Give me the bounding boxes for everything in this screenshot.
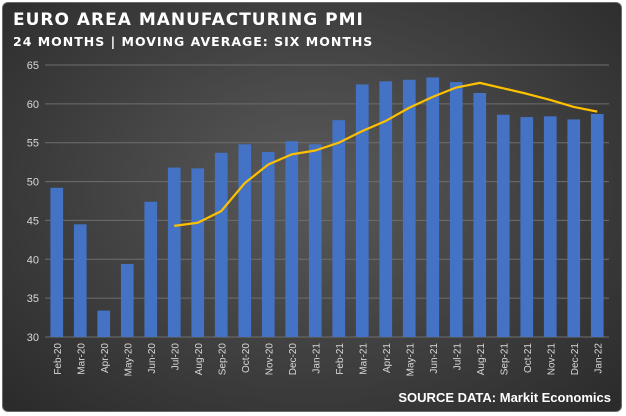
bar-Dec-21 — [567, 119, 581, 338]
bar-Apr-21 — [379, 81, 393, 337]
bar-May-20 — [120, 263, 134, 337]
bar-Nov-20 — [261, 152, 275, 337]
x-tick-label: Jul-20 — [170, 343, 181, 371]
chart-frame: EURO AREA MANUFACTURING PMI 24 MONTHS | … — [2, 2, 622, 412]
y-tick-label: 55 — [27, 138, 39, 150]
x-tick-label: May-20 — [123, 343, 134, 377]
gridlines — [45, 64, 609, 338]
bar-Feb-21 — [332, 120, 346, 337]
x-tick-label: Feb-20 — [53, 343, 64, 375]
y-tick-label: 65 — [27, 60, 39, 72]
bar-Apr-20 — [97, 310, 111, 337]
y-axis-ticks: 30 35 40 45 50 55 60 65 — [27, 60, 39, 344]
x-tick-label: Nov-21 — [546, 343, 557, 376]
x-tick-label: Aug-20 — [194, 343, 205, 376]
bars — [50, 77, 604, 338]
bar-Jan-21 — [308, 144, 322, 337]
x-tick-label: Jan-22 — [593, 343, 604, 374]
bar-Sep-21 — [496, 114, 510, 337]
x-tick-label: Sep-21 — [499, 343, 510, 376]
bar-Dec-20 — [285, 141, 299, 337]
x-tick-label: Nov-20 — [264, 343, 275, 376]
bar-Jul-20 — [167, 167, 181, 337]
x-tick-label: Jun-20 — [147, 343, 158, 374]
bar-Nov-21 — [543, 116, 557, 337]
bar-Jun-21 — [426, 77, 440, 337]
x-tick-label: Jul-21 — [452, 343, 463, 371]
x-tick-label: Aug-21 — [476, 343, 487, 376]
x-tick-label: Jun-21 — [429, 343, 440, 374]
bar-Mar-20 — [73, 224, 87, 337]
chart-title: EURO AREA MANUFACTURING PMI — [13, 10, 364, 30]
source-note: SOURCE DATA: Markit Economics — [398, 390, 611, 405]
y-tick-label: 40 — [27, 254, 39, 266]
pmi-chart: 30 35 40 45 50 55 60 65 Feb-20 Mar-20 Apr-20 May-2… — [27, 60, 609, 377]
x-tick-label: Mar-21 — [358, 343, 369, 375]
x-tick-label: Jan-21 — [311, 343, 322, 374]
bar-Oct-20 — [238, 144, 252, 337]
bar-Aug-20 — [191, 168, 205, 337]
x-tick-label: Sep-20 — [217, 343, 228, 376]
bar-Jun-20 — [144, 201, 158, 337]
x-tick-label: May-21 — [405, 343, 416, 377]
bar-Sep-20 — [214, 152, 228, 337]
bar-Jul-21 — [449, 82, 463, 338]
bar-Feb-20 — [50, 187, 64, 337]
y-tick-label: 35 — [27, 293, 39, 305]
bar-Aug-21 — [473, 92, 487, 337]
y-tick-label: 45 — [27, 215, 39, 227]
x-tick-label: Oct-21 — [523, 343, 534, 373]
bar-Jan-22 — [590, 113, 604, 338]
y-tick-label: 50 — [27, 177, 39, 189]
x-tick-label: Feb-21 — [335, 343, 346, 375]
bar-Mar-21 — [355, 84, 369, 337]
moving-average — [174, 81, 598, 227]
x-tick-label: Dec-21 — [570, 343, 581, 376]
x-tick-label: Mar-20 — [76, 343, 87, 375]
bar-Oct-21 — [520, 117, 534, 337]
moving-average-line — [174, 81, 598, 227]
y-tick-label: 60 — [27, 99, 39, 111]
y-tick-label: 30 — [27, 332, 39, 344]
x-axis-ticks: Feb-20 Mar-20 Apr-20 May-20 Jun-20 Jul-20 Aug-… — [53, 343, 605, 377]
x-tick-label: Oct-20 — [241, 343, 252, 373]
x-tick-label: Apr-20 — [100, 343, 111, 373]
x-tick-label: Dec-20 — [288, 343, 299, 376]
x-tick-label: Apr-21 — [382, 343, 393, 373]
chart-subtitle: 24 MONTHS | MOVING AVERAGE: SIX MONTHS — [13, 34, 374, 49]
bar-May-21 — [402, 79, 416, 337]
